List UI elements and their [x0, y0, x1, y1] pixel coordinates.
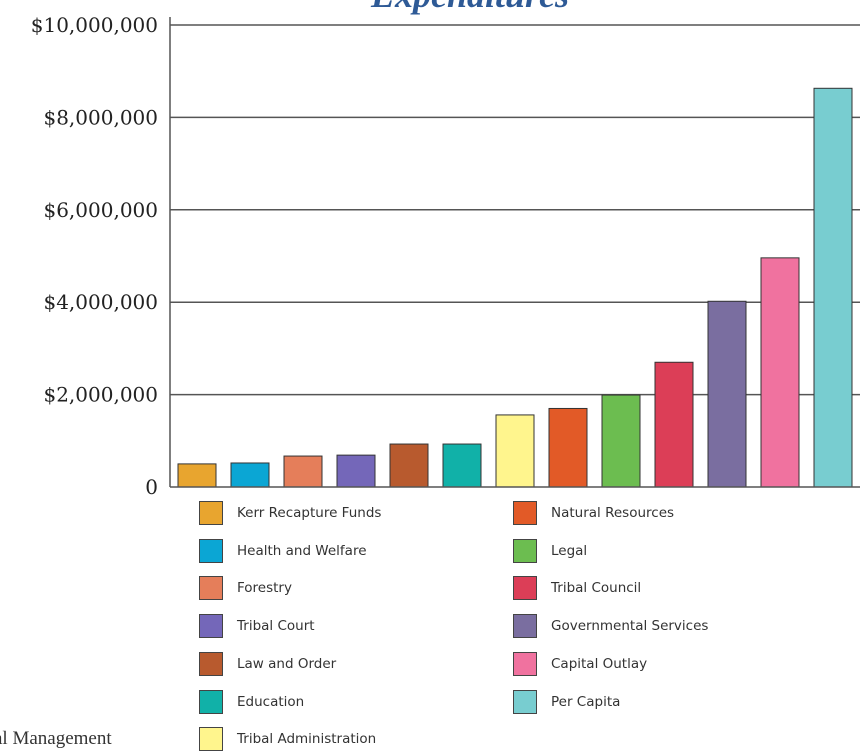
- legend-swatch: [199, 501, 223, 525]
- legend-item: Kerr Recapture Funds: [199, 500, 381, 526]
- bar-chart: 0 $2,000,000 $4,000,000 $6,000,000 $8,000,00…: [31, 13, 860, 499]
- legend-item: Forestry: [199, 575, 292, 601]
- legend-swatch: [513, 689, 537, 714]
- legend-item: Legal: [513, 538, 587, 564]
- legend-swatch: [199, 727, 223, 752]
- legend-label: Forestry: [237, 580, 292, 597]
- legend-item: Natural Resources: [513, 500, 674, 526]
- y-tick-label: $6,000,000: [43, 198, 158, 222]
- bar: [389, 443, 429, 488]
- legend-item: Tribal Council: [513, 575, 641, 601]
- bar: [230, 462, 270, 488]
- legend-swatch: [513, 576, 537, 601]
- axes: [169, 17, 860, 488]
- legend-swatch: [199, 689, 223, 714]
- legend-swatch: [513, 501, 537, 525]
- legend-swatch: [199, 614, 223, 639]
- bar: [707, 300, 747, 488]
- bar: [283, 455, 323, 488]
- legend-swatch: [513, 614, 537, 639]
- bar: [548, 407, 588, 488]
- gridlines: [170, 24, 860, 396]
- legend-item: Education: [199, 689, 304, 715]
- footer-text: al Management: [0, 728, 112, 749]
- legend-label: Education: [237, 693, 305, 710]
- legend-item: Law and Order: [199, 651, 336, 677]
- legend-swatch: [199, 538, 223, 563]
- y-tick-label: $2,000,000: [43, 383, 158, 407]
- y-tick-label: $10,000,000: [31, 13, 158, 37]
- legend-label: Kerr Recapture Funds: [237, 505, 382, 521]
- bars: [177, 87, 853, 488]
- legend-label: Capital Outlay: [551, 655, 648, 672]
- legend-swatch: [199, 576, 223, 601]
- bar: [601, 394, 641, 488]
- legend-label: Natural Resources: [551, 505, 675, 521]
- legend-label: Legal: [551, 542, 588, 559]
- y-tick-label: 0: [145, 475, 158, 499]
- legend-label: Law and Order: [237, 655, 337, 672]
- legend-label: Tribal Administration: [237, 731, 377, 748]
- bar: [336, 454, 376, 488]
- legend-item: Tribal Court: [199, 613, 315, 639]
- legend-swatch: [513, 538, 537, 563]
- legend-item: Capital Outlay: [513, 651, 647, 677]
- legend-label: Tribal Council: [551, 580, 642, 597]
- legend-label: Per Capita: [551, 693, 621, 710]
- legend-item: Tribal Administration: [199, 726, 376, 752]
- legend-label: Health and Welfare: [237, 542, 367, 559]
- y-axis-ticks: 0 $2,000,000 $4,000,000 $6,000,000 $8,000,00…: [31, 13, 158, 499]
- legend-item: Per Capita: [513, 689, 620, 715]
- legend-label: Tribal Court: [237, 618, 315, 635]
- y-tick-label: $8,000,000: [43, 105, 158, 129]
- bar: [654, 361, 694, 488]
- bar: [760, 257, 800, 488]
- legend-swatch: [513, 651, 537, 676]
- legend-item: Health and Welfare: [199, 538, 367, 564]
- legend-item: Governmental Services: [513, 613, 708, 639]
- y-tick-label: $4,000,000: [43, 290, 158, 314]
- legend-swatch: [199, 651, 223, 676]
- bar: [177, 463, 217, 488]
- bar: [442, 443, 482, 488]
- bar: [813, 87, 853, 488]
- legend-label: Governmental Services: [551, 618, 709, 635]
- chart-title: Expenditures: [340, 0, 600, 16]
- bar: [495, 414, 535, 488]
